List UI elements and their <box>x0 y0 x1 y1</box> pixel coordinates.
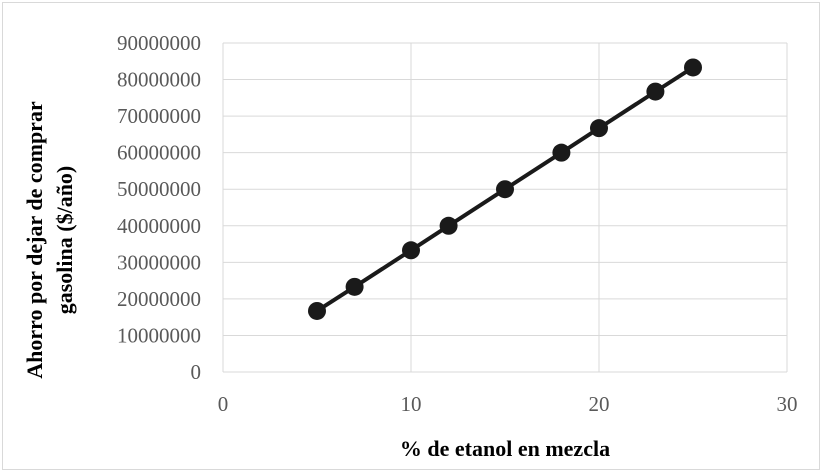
data-point <box>496 180 514 199</box>
x-axis-ticks: 0 10 20 30 <box>218 392 798 416</box>
y-tick-label: 80000000 <box>117 68 201 92</box>
y-tick-label: 70000000 <box>117 104 201 128</box>
x-axis-title: % de etanol en mezcla <box>400 436 610 461</box>
y-tick-label: 40000000 <box>117 214 201 238</box>
data-point <box>646 82 665 101</box>
y-tick-label: 30000000 <box>117 250 201 274</box>
y-tick-label: 10000000 <box>117 323 201 347</box>
data-point <box>308 301 326 320</box>
y-axis-title-line: gasolina ($/año) <box>52 166 77 315</box>
y-tick-label: 50000000 <box>117 177 201 201</box>
y-axis-title-line: Ahorro por dejar de comprar <box>22 101 47 379</box>
x-tick-label: 20 <box>589 392 610 416</box>
data-point <box>439 216 458 235</box>
x-tick-label: 0 <box>218 392 229 416</box>
data-point <box>402 241 420 260</box>
x-tick-label: 10 <box>401 392 422 416</box>
grid-lines <box>222 42 788 373</box>
y-axis-ticks: 0 10000000 20000000 30000000 40000000 5000000… <box>117 31 201 384</box>
x-tick-label: 30 <box>777 392 798 416</box>
series-layer <box>308 58 702 320</box>
y-axis-title: Ahorro por dejar de comprar gasolina ($/a… <box>22 101 77 379</box>
y-tick-label: 60000000 <box>117 141 201 165</box>
data-point <box>552 143 571 162</box>
data-point <box>684 58 702 77</box>
data-point <box>345 277 364 296</box>
y-tick-label: 0 <box>191 360 202 384</box>
y-tick-label: 20000000 <box>117 287 201 311</box>
data-point <box>590 119 608 138</box>
y-tick-label: 90000000 <box>117 31 201 55</box>
